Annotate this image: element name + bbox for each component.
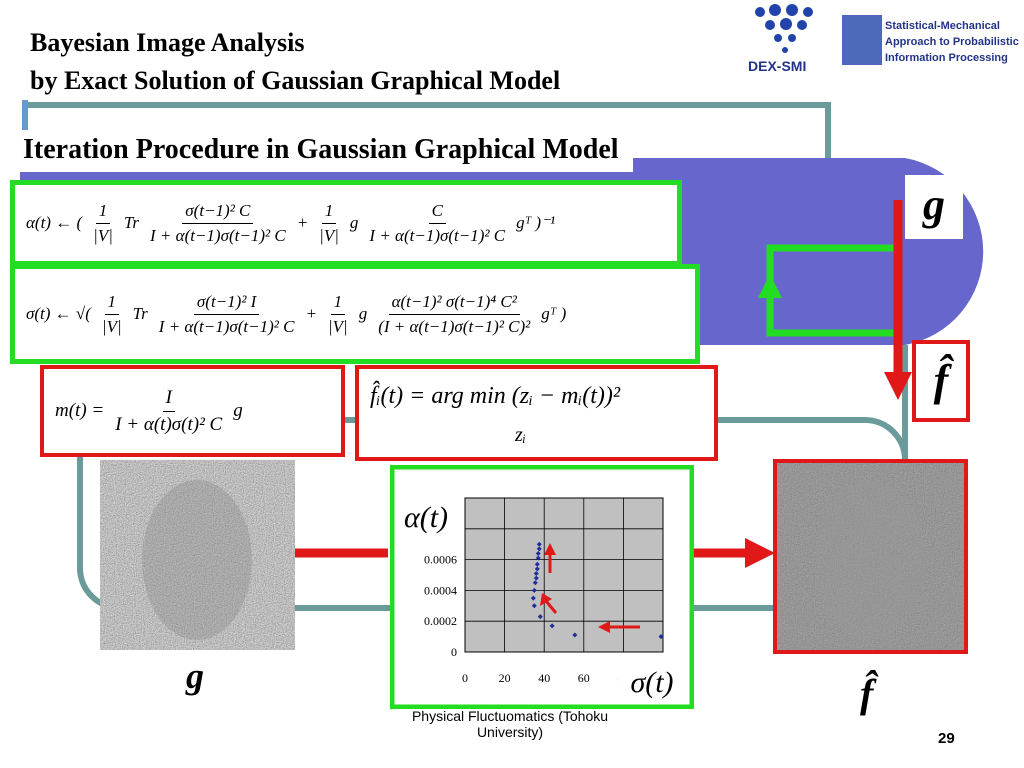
numerator: 1 xyxy=(321,201,337,224)
point xyxy=(531,587,537,593)
point xyxy=(537,614,543,620)
x-tick-label: 0 xyxy=(462,671,468,685)
x-tick-label: 20 xyxy=(499,671,511,685)
f-hat-symbol: f̂ xyxy=(912,340,970,422)
point xyxy=(536,546,542,552)
footer-source: Physical Fluctuomatics (Tohoku Universit… xyxy=(411,708,609,740)
f-hat-label: f̂ xyxy=(860,671,874,716)
numerator: 1 xyxy=(95,201,111,224)
noisy-image xyxy=(100,460,295,650)
point xyxy=(533,570,539,576)
point xyxy=(534,561,540,567)
formula-text: σ(t) ← √( xyxy=(26,304,91,323)
dex-logo-text: DEX-SMI xyxy=(748,58,807,74)
denominator: I + α(t)σ(t)² C xyxy=(115,413,223,435)
numerator: σ(t−1)² I xyxy=(193,292,260,315)
denominator: |V| xyxy=(101,316,122,336)
denominator: (I + α(t−1)σ(t−1)² C)² xyxy=(378,316,531,336)
fraction: 1 |V| xyxy=(99,292,125,337)
numerator: I xyxy=(162,387,175,412)
formula-text: gᵀ )⁻¹ xyxy=(516,213,556,232)
point xyxy=(535,550,541,556)
annotation-arrow xyxy=(544,600,558,614)
annotation-arrowhead xyxy=(544,543,556,555)
title-line: by Exact Solution of Gaussian Graphical … xyxy=(30,66,561,95)
y-label-bg xyxy=(395,493,457,541)
x-label-bg xyxy=(618,657,688,701)
formula-text: + xyxy=(305,304,317,323)
chart: 00.00020.00040.00060.0008020406080α(t)σ(… xyxy=(390,465,694,709)
numerator: C xyxy=(428,201,446,224)
numerator: 1 xyxy=(104,292,120,315)
dex-logo-dots xyxy=(755,4,813,53)
logo-line: Approach to Probabilistic xyxy=(885,36,1019,48)
point xyxy=(530,595,536,601)
y-tick-label: 0 xyxy=(451,645,457,659)
page-number: 29 xyxy=(938,730,955,747)
y-tick-label: 0.0004 xyxy=(424,583,457,597)
point xyxy=(531,603,537,609)
x-tick-label: 60 xyxy=(578,671,590,685)
smapip-logo: Statistical-Mechanical Approach to Proba… xyxy=(885,18,1019,66)
denominator: I + α(t−1)σ(t−1)² C xyxy=(158,316,295,336)
point xyxy=(549,623,555,629)
formula-text: α(t) ← ( xyxy=(26,213,83,232)
x-axis-label: σ(t) xyxy=(630,666,673,699)
denominator: |V| xyxy=(93,225,113,245)
formula-text: g xyxy=(233,400,243,421)
g-symbol: g xyxy=(905,175,963,239)
formula-text: f̂ᵢ(t) = arg min xyxy=(370,383,506,409)
point xyxy=(535,555,541,561)
formula-text: Tr xyxy=(132,304,148,323)
formula-box: m(t) = I I + α(t)σ(t)² C g xyxy=(40,365,345,457)
point xyxy=(572,632,578,638)
denominator: |V| xyxy=(327,316,348,336)
plot-area xyxy=(464,497,664,653)
point xyxy=(534,566,540,572)
formula-box: f̂ᵢ(t) = arg min (zᵢ − mᵢ(t))² xyxy=(355,365,718,461)
y-axis-label: α(t) xyxy=(404,501,448,534)
point xyxy=(532,580,538,586)
formula-text: gᵀ ) xyxy=(541,304,567,323)
annotation-arrowhead xyxy=(540,593,552,606)
formula-text: m(t) = xyxy=(55,400,105,421)
argmin-subscript: zᵢ xyxy=(515,424,526,446)
formula-text: g xyxy=(349,213,359,232)
numerator: 1 xyxy=(330,292,346,315)
formula-text: (zᵢ − mᵢ(t))² xyxy=(511,383,621,409)
denominator: I + α(t−1)σ(t−1)² C xyxy=(369,225,506,245)
g-label: g xyxy=(186,656,204,696)
annotation-arrowhead xyxy=(598,621,610,633)
point xyxy=(533,575,539,581)
logo-line: Information Processing xyxy=(885,52,1008,64)
fraction: 1 |V| xyxy=(325,292,351,337)
y-tick-label: 0.0002 xyxy=(424,614,457,628)
numerator: σ(t−1)² C xyxy=(182,201,254,224)
fraction: α(t−1)² σ(t−1)⁴ C² (I + α(t−1)σ(t−1)² C)² xyxy=(375,292,533,337)
point xyxy=(658,634,664,640)
fraction: 1 |V| xyxy=(90,201,116,246)
formula-text: + xyxy=(296,213,309,232)
formula-text: Tr xyxy=(123,213,140,232)
logo-line: Statistical-Mechanical xyxy=(885,20,1000,32)
title-line: Bayesian Image Analysis xyxy=(30,28,305,57)
denominator: I + α(t−1)σ(t−1)² C xyxy=(150,225,286,245)
numerator: α(t−1)² σ(t−1)⁴ C² xyxy=(388,292,520,315)
x-tick-label: 40 xyxy=(538,671,550,685)
formula-text: g xyxy=(358,304,368,323)
fraction: 1 |V| xyxy=(316,201,342,246)
denominator: |V| xyxy=(319,225,339,245)
y-tick-label: 0.0006 xyxy=(424,553,457,567)
point xyxy=(536,541,542,547)
section-title: Iteration Procedure in Gaussian Graphica… xyxy=(15,130,633,172)
